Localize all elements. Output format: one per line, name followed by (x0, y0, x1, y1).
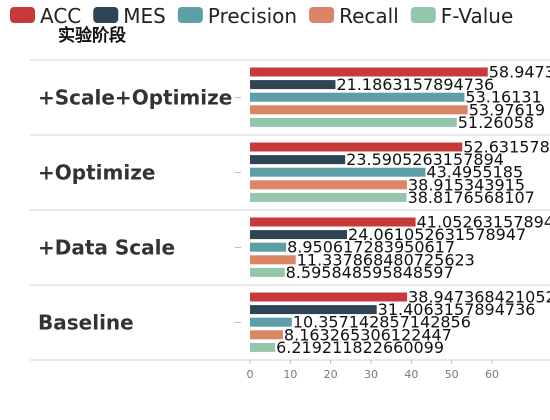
legend-swatch-f-value (410, 7, 436, 23)
bar-data-scale-recall (250, 255, 296, 265)
bar-scale-optimize-recall (250, 105, 468, 115)
data-label-scale-optimize-acc: 58.9473684210526 (489, 63, 550, 82)
data-label-baseline-recall: 8.163265306122447 (284, 325, 452, 344)
legend-swatch-mes (93, 7, 119, 23)
data-label-optimize-mes: 23.5905263157894 (346, 150, 504, 169)
x-tick-label: 30 (364, 368, 378, 381)
data-label-baseline-precision: 10.357142857142856 (293, 313, 471, 332)
bar-baseline-f-value (250, 342, 276, 352)
legend-item-f-value: F-Value (410, 4, 513, 28)
legend-swatch-precision (177, 7, 203, 23)
bar-scale-optimize-f-value (250, 117, 457, 127)
bar-data-scale-acc (250, 217, 416, 227)
data-label-baseline-acc: 38.9473684210526 (408, 288, 550, 307)
legend-label-recall: Recall (339, 4, 399, 28)
legend-item-recall: Recall (309, 4, 399, 28)
data-label-data-scale-acc: 41.0526315789473 (417, 213, 550, 232)
bar-data-scale-f-value (250, 267, 285, 277)
legend-item-mes: MES (93, 4, 166, 28)
data-label-data-scale-precision: 8.950617283950617 (287, 238, 455, 257)
data-label-scale-optimize-mes: 21.1863157894736 (336, 75, 494, 94)
y-axis-title: 实验阶段 (58, 25, 126, 46)
bar-scale-optimize-acc (250, 67, 488, 77)
x-tick-label: 0 (247, 368, 254, 381)
data-label-baseline-f-value: 6.219211822660099 (276, 338, 444, 357)
bars (250, 67, 488, 352)
bar-optimize-mes (250, 155, 346, 165)
bar-optimize-recall (250, 180, 407, 190)
bar-optimize-f-value (250, 192, 407, 202)
legend-label-precision: Precision (208, 4, 297, 28)
legend-label-mes: MES (123, 4, 166, 28)
legend-swatch-acc (10, 7, 35, 23)
x-tick-label: 50 (445, 368, 459, 381)
category-label-data-scale: +Data Scale (38, 236, 175, 260)
bar-data-scale-mes (250, 230, 348, 240)
category-label-optimize: +Optimize (38, 161, 155, 185)
data-label-scale-optimize-precision: 53.16131 (465, 88, 541, 107)
legend-swatch-recall (309, 7, 335, 23)
bar-optimize-precision (250, 167, 426, 177)
x-tick-label: 10 (283, 368, 297, 381)
data-label-optimize-f-value: 38.8176568107 (408, 188, 535, 207)
data-label-optimize-recall: 38.915343915 (408, 175, 525, 194)
category-label-scale-optimize: +Scale+Optimize (38, 86, 232, 110)
bar-baseline-mes (250, 305, 377, 315)
category-labels: +Scale+Optimize +Optimize +Data Scale Basel… (38, 86, 232, 335)
bar-scale-optimize-precision (250, 92, 465, 102)
x-axis-ticks: 0 10 20 30 40 50 60 (247, 360, 499, 381)
category-label-baseline: Baseline (38, 311, 134, 335)
legend-label-acc: ACC (40, 4, 81, 28)
x-tick-label: 60 (485, 368, 499, 381)
data-label-data-scale-recall: 11.337868480725623 (297, 250, 475, 269)
x-tick-label: 20 (324, 368, 338, 381)
bar-baseline-recall (250, 330, 283, 340)
bar-data-scale-precision (250, 242, 287, 252)
legend-item-acc: ACC (10, 4, 81, 28)
data-label-baseline-mes: 31.4063157894736 (378, 300, 536, 319)
bar-baseline-precision (250, 317, 292, 327)
data-label-data-scale-mes: 24.061052631578947 (348, 225, 526, 244)
legend-label-f-value: F-Value (441, 4, 513, 28)
data-label-optimize-precision: 43.4955185 (426, 163, 523, 182)
bar-baseline-acc (250, 292, 408, 302)
x-tick-label: 40 (404, 368, 418, 381)
bar-optimize-acc (250, 142, 463, 152)
data-label-scale-optimize-recall: 53.97619 (469, 100, 545, 119)
legend: ACC MES Precision Recall F-Value (10, 4, 513, 28)
data-label-scale-optimize-f-value: 51.26058 (458, 113, 534, 132)
data-label-optimize-acc: 52.6315789473684 (463, 138, 550, 157)
bar-scale-optimize-mes (250, 80, 336, 90)
data-label-data-scale-f-value: 8.595848595848597 (286, 263, 454, 282)
data-labels: 58.947368421052621.186315789473653.16131… (276, 63, 550, 357)
legend-item-precision: Precision (177, 4, 297, 28)
